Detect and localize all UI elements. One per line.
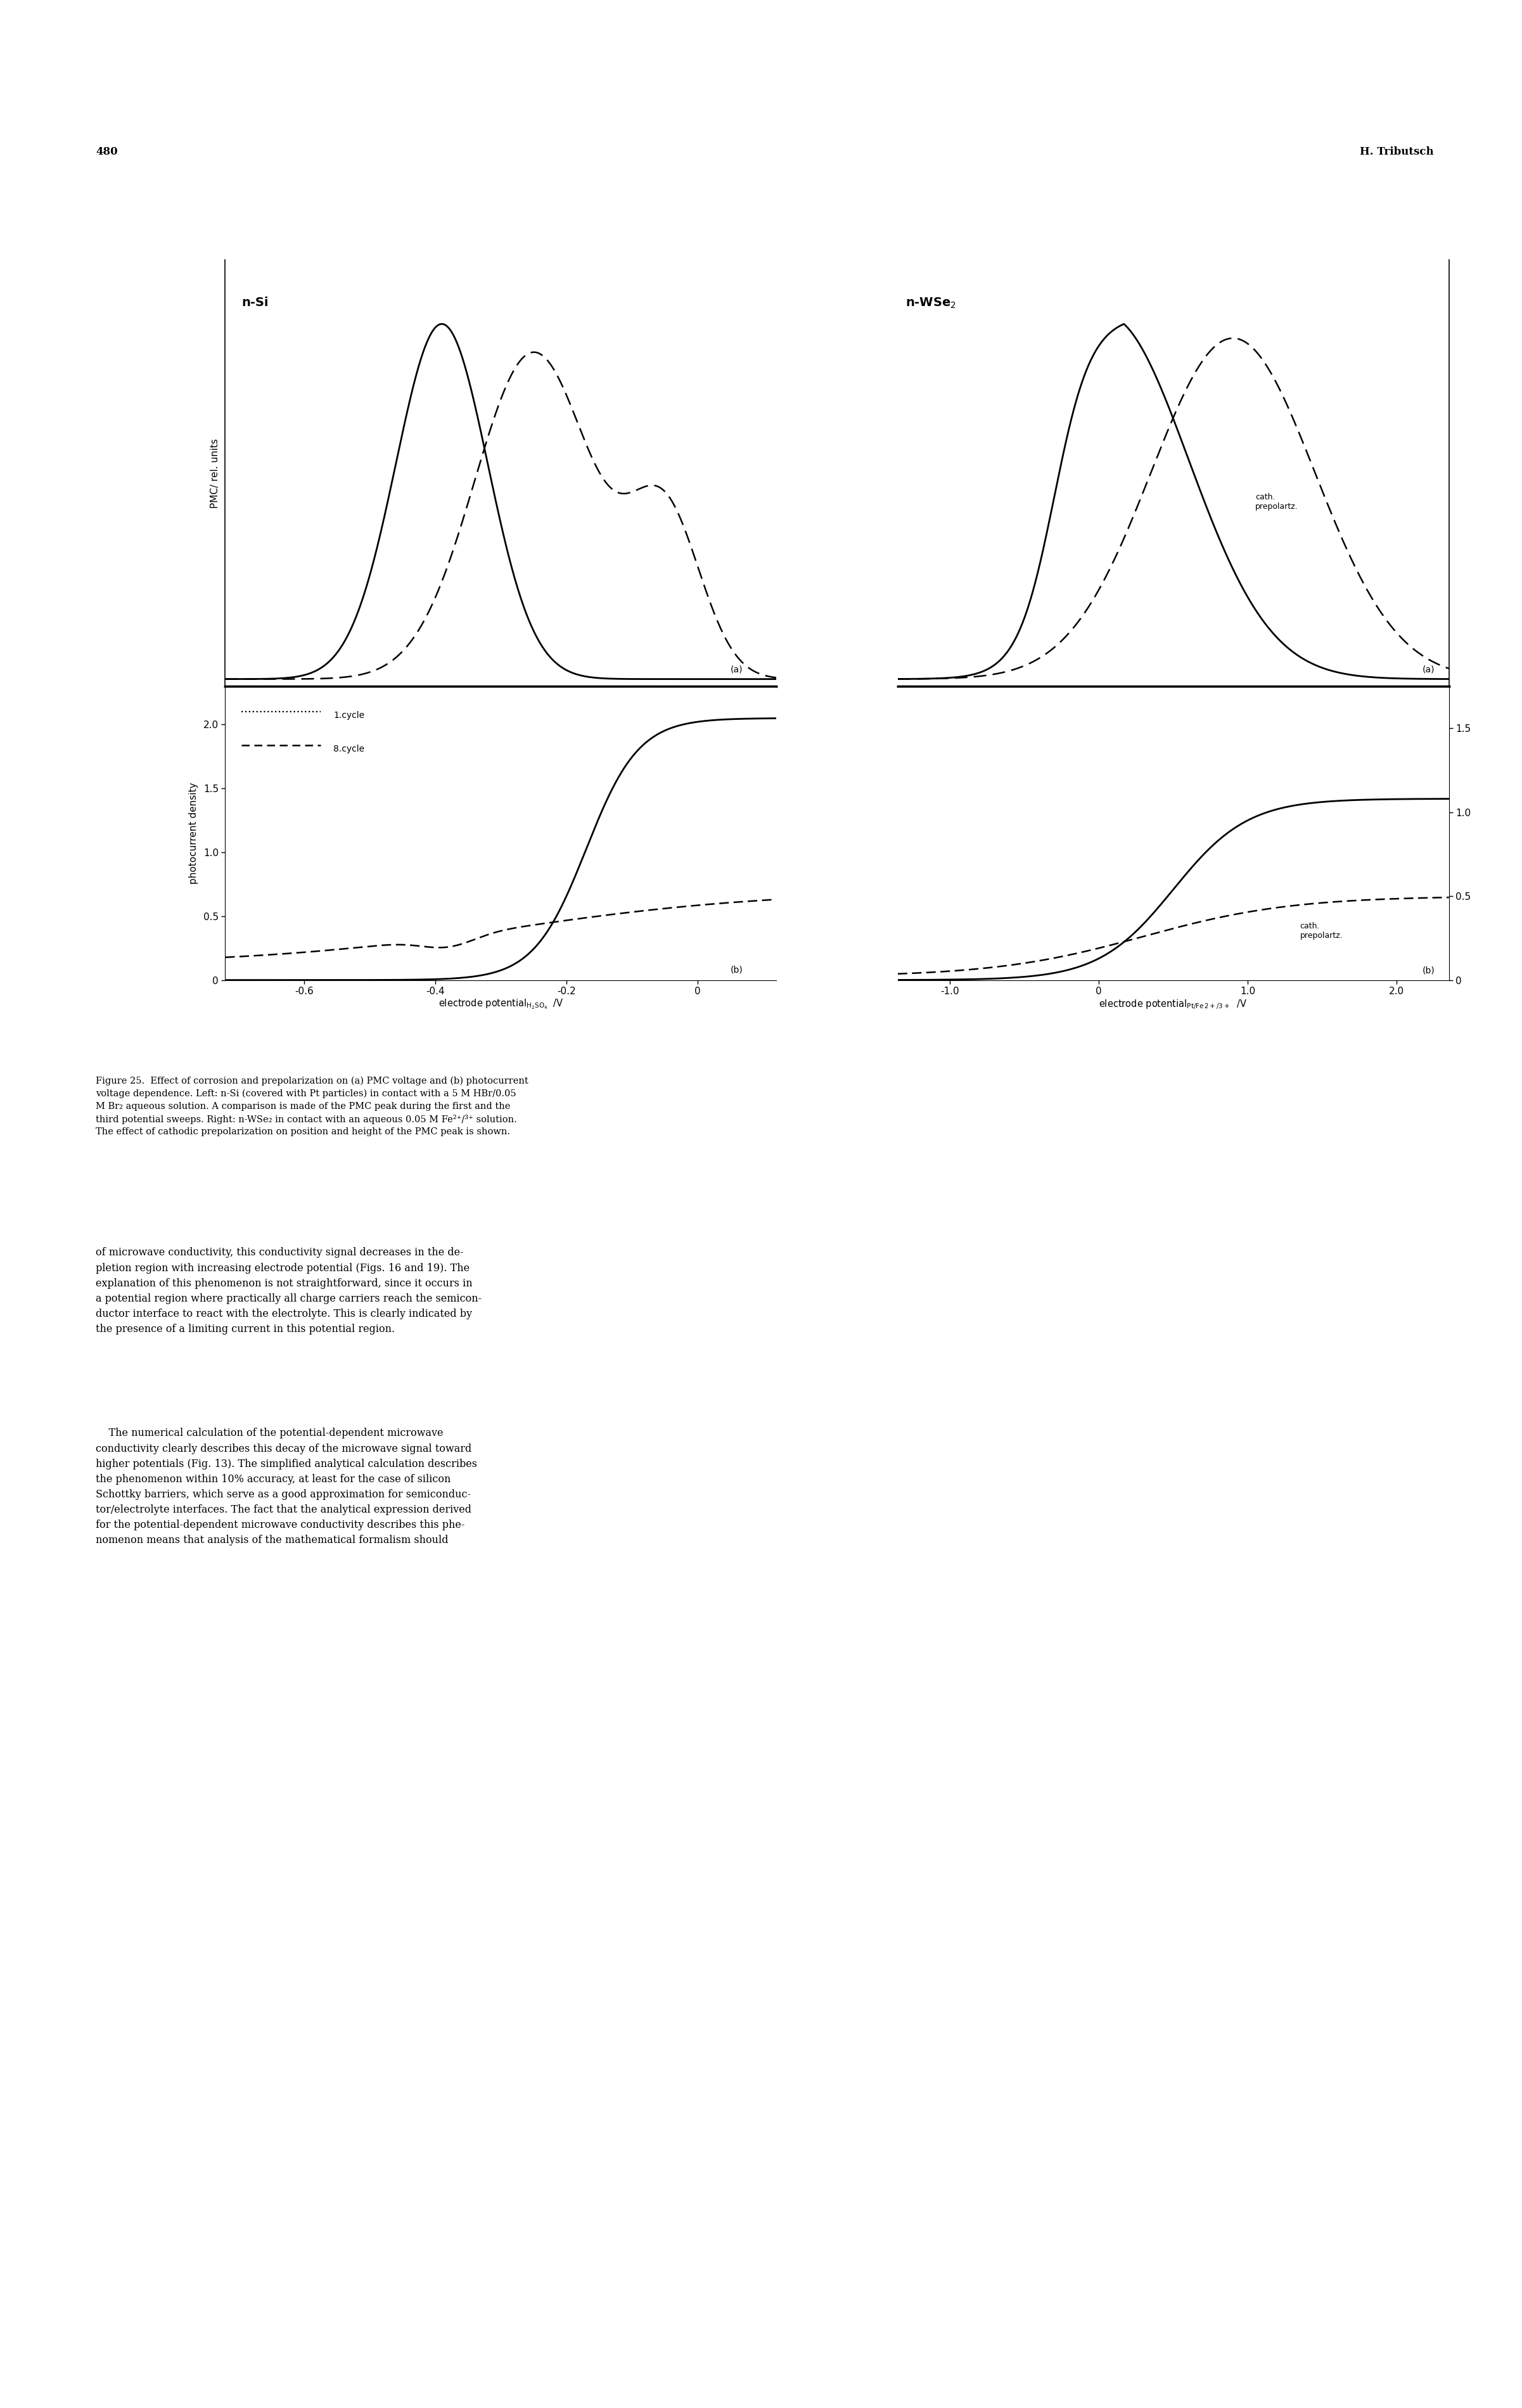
Text: (a): (a) bbox=[1422, 665, 1434, 674]
Text: 8.cycle: 8.cycle bbox=[333, 744, 365, 754]
Text: Figure 25.  Effect of corrosion and prepolarization on (a) PMC voltage and (b) p: Figure 25. Effect of corrosion and prepo… bbox=[96, 1076, 528, 1137]
Text: of microwave conductivity, this conductivity signal decreases in the de-
pletion: of microwave conductivity, this conducti… bbox=[96, 1247, 482, 1334]
X-axis label: electrode potential$_{\mathregular{H_2SO_4}}$  /V: electrode potential$_{\mathregular{H_2SO… bbox=[438, 997, 563, 1011]
Y-axis label: photocurrent density: photocurrent density bbox=[189, 783, 198, 884]
Text: 1.cycle: 1.cycle bbox=[333, 710, 365, 720]
Text: The numerical calculation of the potential-dependent microwave
conductivity clea: The numerical calculation of the potenti… bbox=[96, 1428, 478, 1546]
X-axis label: electrode potential$_{\mathregular{Pt/Fe\,2+/3+}}$  /V: electrode potential$_{\mathregular{Pt/Fe… bbox=[1099, 997, 1248, 1011]
Y-axis label: PMC/ rel. units: PMC/ rel. units bbox=[210, 438, 221, 508]
Text: n-Si: n-Si bbox=[242, 296, 268, 308]
Text: H. Tributsch: H. Tributsch bbox=[1359, 147, 1434, 157]
Text: 480: 480 bbox=[96, 147, 117, 157]
Text: n-WSe$_2$: n-WSe$_2$ bbox=[906, 296, 956, 311]
Text: cath.
prepolartz.: cath. prepolartz. bbox=[1256, 494, 1298, 510]
Text: (b): (b) bbox=[1422, 966, 1435, 975]
Text: (b): (b) bbox=[731, 966, 743, 975]
Text: cath.
prepolartz.: cath. prepolartz. bbox=[1300, 922, 1342, 939]
Text: (a): (a) bbox=[731, 665, 743, 674]
